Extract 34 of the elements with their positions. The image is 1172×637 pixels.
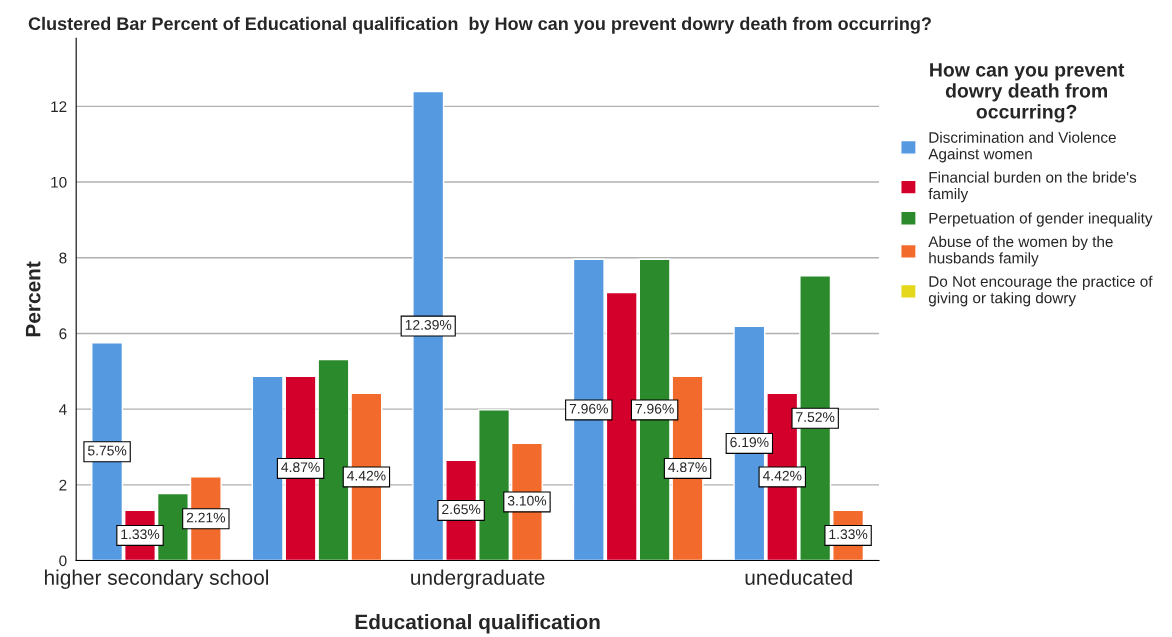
y-tick-label: 10	[51, 176, 67, 188]
data-label: 1.33%	[829, 529, 868, 540]
data-label: 4.87%	[281, 462, 320, 473]
y-tick-label: 8	[59, 252, 67, 264]
legend-label: Financial burden on the bride's family	[928, 171, 1137, 203]
data-label: 7.96%	[569, 403, 608, 414]
data-label: 2.21%	[186, 512, 226, 523]
x-axis-title: Educational qualification	[355, 614, 600, 634]
data-label: 3.10%	[507, 495, 547, 506]
x-tick-label: undergraduate	[411, 569, 545, 590]
legend-label: Discrimination and Violence Against women	[928, 131, 1116, 163]
x-tick-label: uneducated	[745, 569, 852, 585]
data-label: 7.96%	[635, 403, 674, 414]
y-tick-label: 12	[51, 101, 67, 112]
data-label: 4.42%	[762, 470, 802, 481]
legend-label: Perpetuation of gender inequality	[929, 212, 1153, 227]
y-tick-label: 4	[59, 404, 67, 415]
data-label: 4.42%	[347, 470, 386, 481]
legend-label: Abuse of the women by the husbands family	[928, 235, 1113, 267]
data-label: 4.87%	[668, 462, 707, 473]
legend-label: Do Not encourage the practice of giving or taking dowry	[928, 275, 1153, 307]
data-label: 7.52%	[796, 412, 835, 422]
data-label: 2.65%	[442, 504, 481, 515]
y-tick-label: 2	[59, 479, 67, 491]
y-axis-title: Percent	[25, 261, 41, 337]
y-tick-label: 6	[59, 328, 67, 340]
data-label: 5.75%	[87, 445, 127, 456]
y-tick-label: 0	[59, 555, 67, 567]
legend-title: How can you prevent dowry death from occurring?	[930, 63, 1125, 123]
chart-title: Clustered Bar Percent of Educational qualification by How can you prevent dowry death from occurring?	[28, 16, 931, 34]
data-label: 1.33%	[121, 529, 160, 540]
data-label: 6.19%	[730, 437, 769, 448]
data-label: 12.39%	[405, 319, 452, 330]
x-tick-label: higher secondary school	[45, 569, 268, 590]
